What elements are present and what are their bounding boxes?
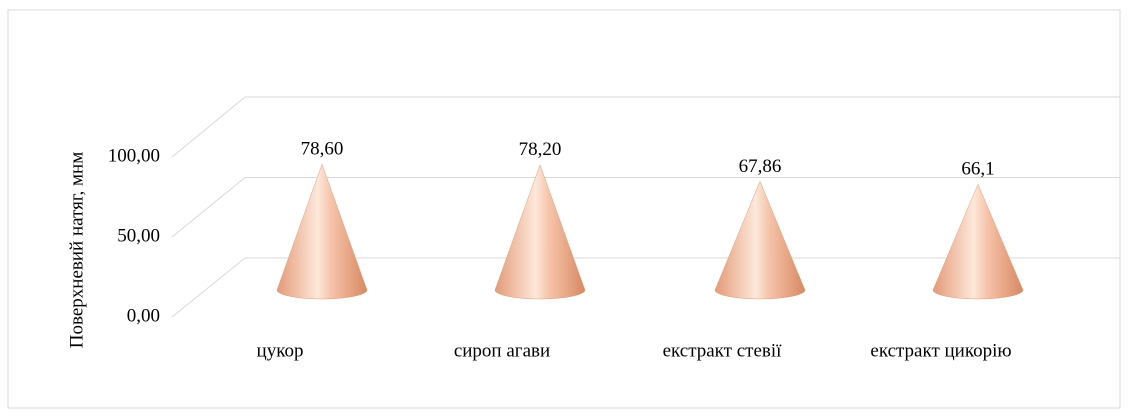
y-tick-label: 50,00 bbox=[117, 225, 160, 246]
x-tick-label: екстракт стевії bbox=[663, 340, 783, 361]
chart-frame bbox=[7, 9, 1121, 409]
y-axis-label: Поверхневий натяг, мнм bbox=[66, 152, 87, 348]
value-label: 78,60 bbox=[301, 139, 344, 160]
cone bbox=[494, 164, 586, 300]
y-tick-label: 100,00 bbox=[108, 145, 160, 166]
grid-line-side bbox=[171, 177, 246, 238]
value-label: 67,86 bbox=[739, 156, 782, 177]
cone bbox=[932, 183, 1024, 300]
grid-line-side bbox=[171, 96, 246, 158]
y-tick-label: 0,00 bbox=[127, 305, 160, 326]
value-label: 78,20 bbox=[519, 139, 562, 160]
cone bbox=[276, 163, 368, 300]
x-tick-label: цукор bbox=[257, 340, 304, 361]
value-label: 66,1 bbox=[961, 159, 994, 180]
x-tick-label: сироп агави bbox=[454, 340, 550, 361]
x-tick-label: екстракт цикорію bbox=[870, 340, 1011, 361]
grid-line-side bbox=[171, 257, 246, 318]
cone bbox=[714, 180, 806, 300]
